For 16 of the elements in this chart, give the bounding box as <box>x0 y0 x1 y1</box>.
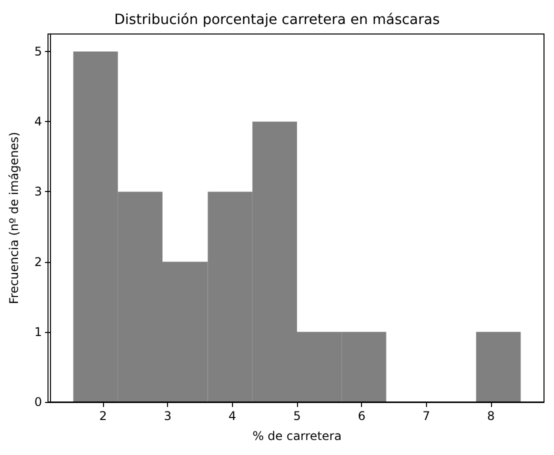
y-tick-label: 1 <box>34 324 42 339</box>
x-axis-title: % de carretera <box>252 429 342 443</box>
x-tick-label: 3 <box>164 409 172 423</box>
x-tick-label: 6 <box>358 409 366 423</box>
y-tick-label: 2 <box>34 254 42 269</box>
y-axis-title: Frecuencia (nº de imágenes) <box>7 132 21 304</box>
x-tick-label: 4 <box>228 409 236 423</box>
x-tick-label: 8 <box>487 409 495 423</box>
x-tick-label: 5 <box>293 409 301 423</box>
y-tick-label: 3 <box>34 184 42 199</box>
y-tick-label: 0 <box>34 395 42 409</box>
x-tick-label: 7 <box>422 409 430 423</box>
y-tick-label: 4 <box>34 114 42 129</box>
y-tick-label: 5 <box>34 44 42 59</box>
x-tick-label: 2 <box>99 409 107 423</box>
chart-title: Distribución porcentaje carretera en máscaras <box>114 12 440 28</box>
